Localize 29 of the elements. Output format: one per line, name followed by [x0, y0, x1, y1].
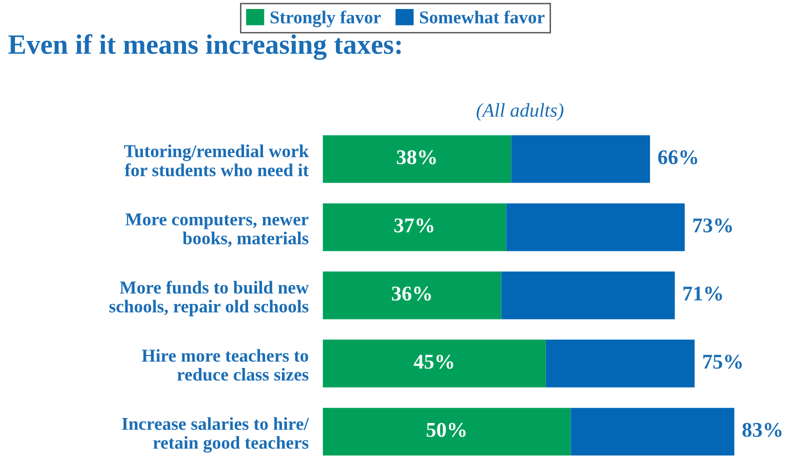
chart-subtitle: (All adults)	[476, 103, 564, 121]
data-label: 38%	[396, 150, 436, 164]
data-label: 37%	[394, 218, 434, 233]
bar	[322, 340, 546, 388]
bar	[546, 340, 695, 388]
total-label: 73%	[693, 218, 732, 233]
bar	[322, 408, 571, 456]
legend-label: Somewhat favor	[420, 10, 544, 24]
bar	[322, 272, 502, 320]
bar	[322, 203, 506, 252]
y-tick-label: Tutoring/remedial work for students who need it	[124, 144, 309, 176]
legend-label: Strongly favor	[270, 10, 381, 28]
data-label: 45%	[414, 354, 454, 369]
bar	[570, 408, 734, 456]
y-tick-label: More computers, newer books, materials	[125, 213, 308, 247]
bar	[501, 272, 675, 320]
bar	[511, 135, 650, 183]
total-label: 71%	[683, 286, 722, 301]
y-tick-label: More funds to build new schools, repair old schools	[109, 280, 309, 316]
y-tick-label: Hire more teachers to reduce class sizes	[142, 349, 308, 381]
y-tick-label: Increase salaries to hire/ retain good teachers	[122, 417, 310, 453]
total-label: 66%	[658, 150, 698, 164]
chart-title: Even if it means increasing taxes:	[8, 34, 401, 60]
data-label: 50%	[426, 422, 466, 437]
bar	[322, 135, 512, 183]
data-label: 36%	[392, 286, 431, 301]
total-label: 75%	[703, 354, 742, 369]
bar	[506, 203, 685, 252]
total-label: 83%	[742, 422, 782, 437]
